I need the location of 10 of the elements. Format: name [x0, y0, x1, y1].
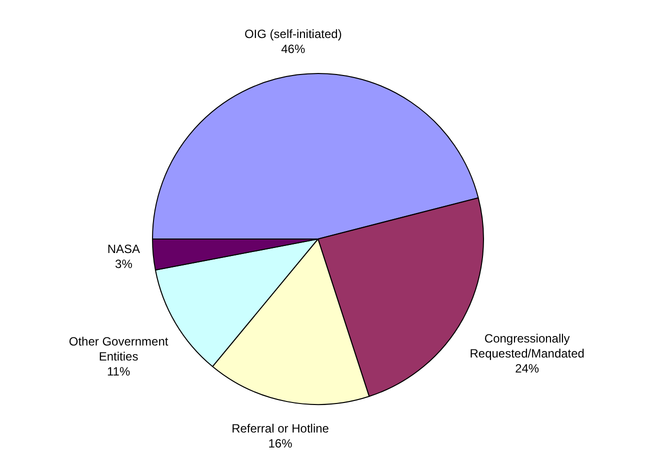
slice-label: Referral or Hotline: [232, 422, 330, 436]
data-label: 24%: [515, 361, 540, 376]
slice-label: Other Government Entities: [68, 334, 169, 364]
slice-label: Congressionally Requested/Mandated: [470, 331, 584, 360]
data-label: 16%: [268, 436, 293, 451]
data-label: 46%: [281, 42, 306, 56]
slice-label: OIG (self-initiated): [244, 26, 342, 41]
slice-label: NASA: [107, 242, 140, 256]
data-label: 11%: [106, 364, 130, 378]
data-label: 3%: [115, 257, 133, 272]
